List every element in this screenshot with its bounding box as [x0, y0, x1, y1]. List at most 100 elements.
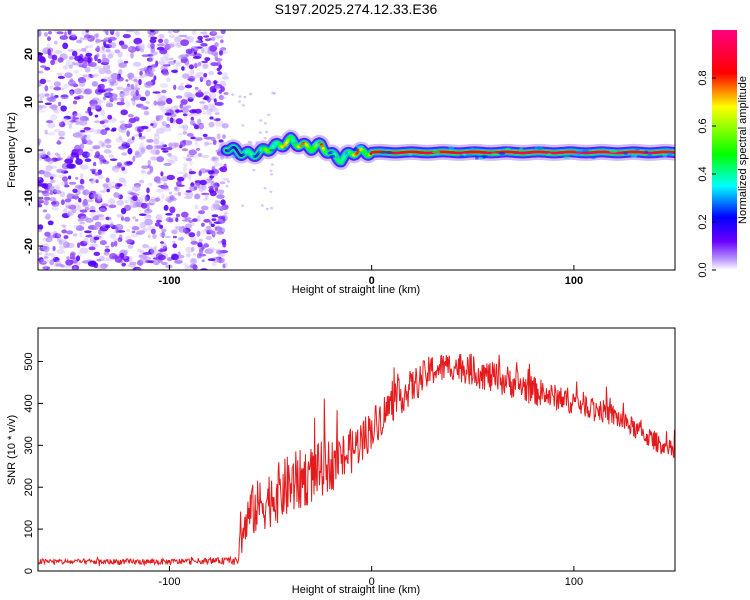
noise-speckle	[170, 142, 178, 149]
noise-speckle	[40, 170, 50, 175]
noise-speckle	[177, 85, 185, 91]
noise-speckle	[161, 176, 169, 182]
noise-speckle	[160, 171, 164, 177]
noise-speckle	[197, 89, 202, 94]
noise-speckle	[160, 261, 168, 266]
noise-speckle	[210, 31, 218, 35]
signal-halo-blob	[647, 153, 653, 157]
signal-halo-blob	[448, 146, 455, 150]
noise-speckle	[123, 179, 127, 187]
noise-speckle	[132, 266, 142, 270]
noise-speckle	[162, 64, 171, 67]
noise-speckle	[79, 48, 84, 52]
noise-speckle	[46, 43, 51, 49]
noise-speckle	[75, 158, 83, 165]
noise-speckle	[43, 171, 52, 178]
noise-speckle	[120, 129, 127, 134]
noise-speckle	[127, 264, 137, 268]
noise-speckle	[221, 238, 227, 245]
noise-speckle	[191, 30, 197, 36]
noise-speckle	[131, 230, 136, 234]
noise-speckle	[79, 231, 83, 238]
noise-speckle	[81, 138, 86, 145]
noise-speckle	[38, 246, 47, 252]
signal-halo-blob	[631, 154, 638, 158]
noise-speckle	[220, 30, 226, 35]
noise-speckle	[160, 242, 168, 250]
noise-speckle	[133, 79, 138, 83]
noise-speckle	[64, 31, 67, 37]
bottom-y-axis: 0 100 200 300 400 500	[23, 352, 43, 574]
noise-speckle	[150, 32, 155, 38]
noise-speckle	[207, 112, 212, 116]
noise-speckle	[181, 148, 189, 152]
noise-speckle	[130, 233, 139, 238]
noise-speckle	[38, 30, 42, 37]
noise-speckle	[140, 169, 145, 174]
noise-speckle	[102, 64, 111, 71]
colorbar-tick-label: 0.0	[697, 262, 709, 277]
noise-speckle	[214, 42, 219, 48]
noise-speckle	[101, 45, 105, 51]
noise-speckle	[135, 30, 141, 36]
noise-speckle	[108, 204, 117, 209]
noise-speckle	[238, 95, 242, 98]
noise-speckle	[182, 165, 187, 173]
noise-speckle	[116, 213, 124, 218]
noise-speckle	[177, 171, 186, 175]
noise-speckle	[194, 62, 198, 69]
noise-speckle	[93, 65, 102, 70]
noise-speckle	[198, 38, 203, 42]
noise-speckle	[179, 103, 184, 109]
noise-speckle	[47, 36, 51, 42]
noise-speckle	[182, 263, 188, 267]
noise-speckle	[161, 64, 170, 68]
noise-speckle	[64, 180, 68, 186]
signal-halo-blob	[474, 156, 480, 160]
signal-halo-blob	[635, 147, 640, 151]
noise-speckle	[159, 141, 166, 147]
noise-speckle	[105, 144, 112, 149]
noise-speckle	[175, 42, 183, 48]
noise-speckle	[119, 252, 125, 259]
noise-speckle	[50, 59, 55, 66]
noise-speckle	[260, 204, 264, 207]
noise-speckle	[209, 221, 212, 225]
noise-speckle	[188, 219, 193, 223]
noise-speckle	[132, 195, 138, 202]
noise-speckle	[162, 71, 170, 76]
noise-speckle	[109, 42, 117, 49]
noise-speckle	[150, 30, 155, 33]
noise-speckle	[38, 109, 46, 113]
noise-speckle	[166, 174, 175, 181]
snr-series-line	[38, 353, 675, 567]
noise-speckle	[66, 230, 74, 235]
noise-speckle	[91, 81, 99, 87]
noise-speckle	[92, 74, 99, 78]
noise-speckle	[78, 197, 82, 203]
noise-speckle	[115, 137, 124, 143]
noise-speckle	[225, 184, 229, 188]
x-tick-label: 100	[565, 576, 583, 588]
noise-speckle	[68, 175, 72, 180]
noise-speckle	[53, 129, 60, 133]
noise-speckle	[54, 50, 63, 54]
signal-halo-blob	[330, 154, 336, 158]
noise-speckle	[175, 213, 181, 218]
noise-speckle	[139, 70, 143, 76]
noise-speckle	[80, 129, 86, 133]
signal-halo-blob	[644, 150, 649, 154]
noise-speckle	[138, 78, 142, 86]
top-x-axis-label: Height of straight line (km)	[292, 284, 420, 296]
noise-speckle	[172, 243, 178, 249]
noise-speckle	[67, 80, 76, 86]
noise-speckle	[216, 194, 225, 199]
noise-speckle	[64, 184, 70, 188]
noise-speckle	[198, 238, 203, 243]
noise-speckle	[79, 240, 88, 247]
noise-speckle	[216, 67, 221, 72]
noise-speckle	[173, 192, 182, 196]
noise-speckle	[146, 204, 150, 212]
noise-speckle	[49, 179, 57, 184]
noise-speckle	[97, 89, 106, 93]
